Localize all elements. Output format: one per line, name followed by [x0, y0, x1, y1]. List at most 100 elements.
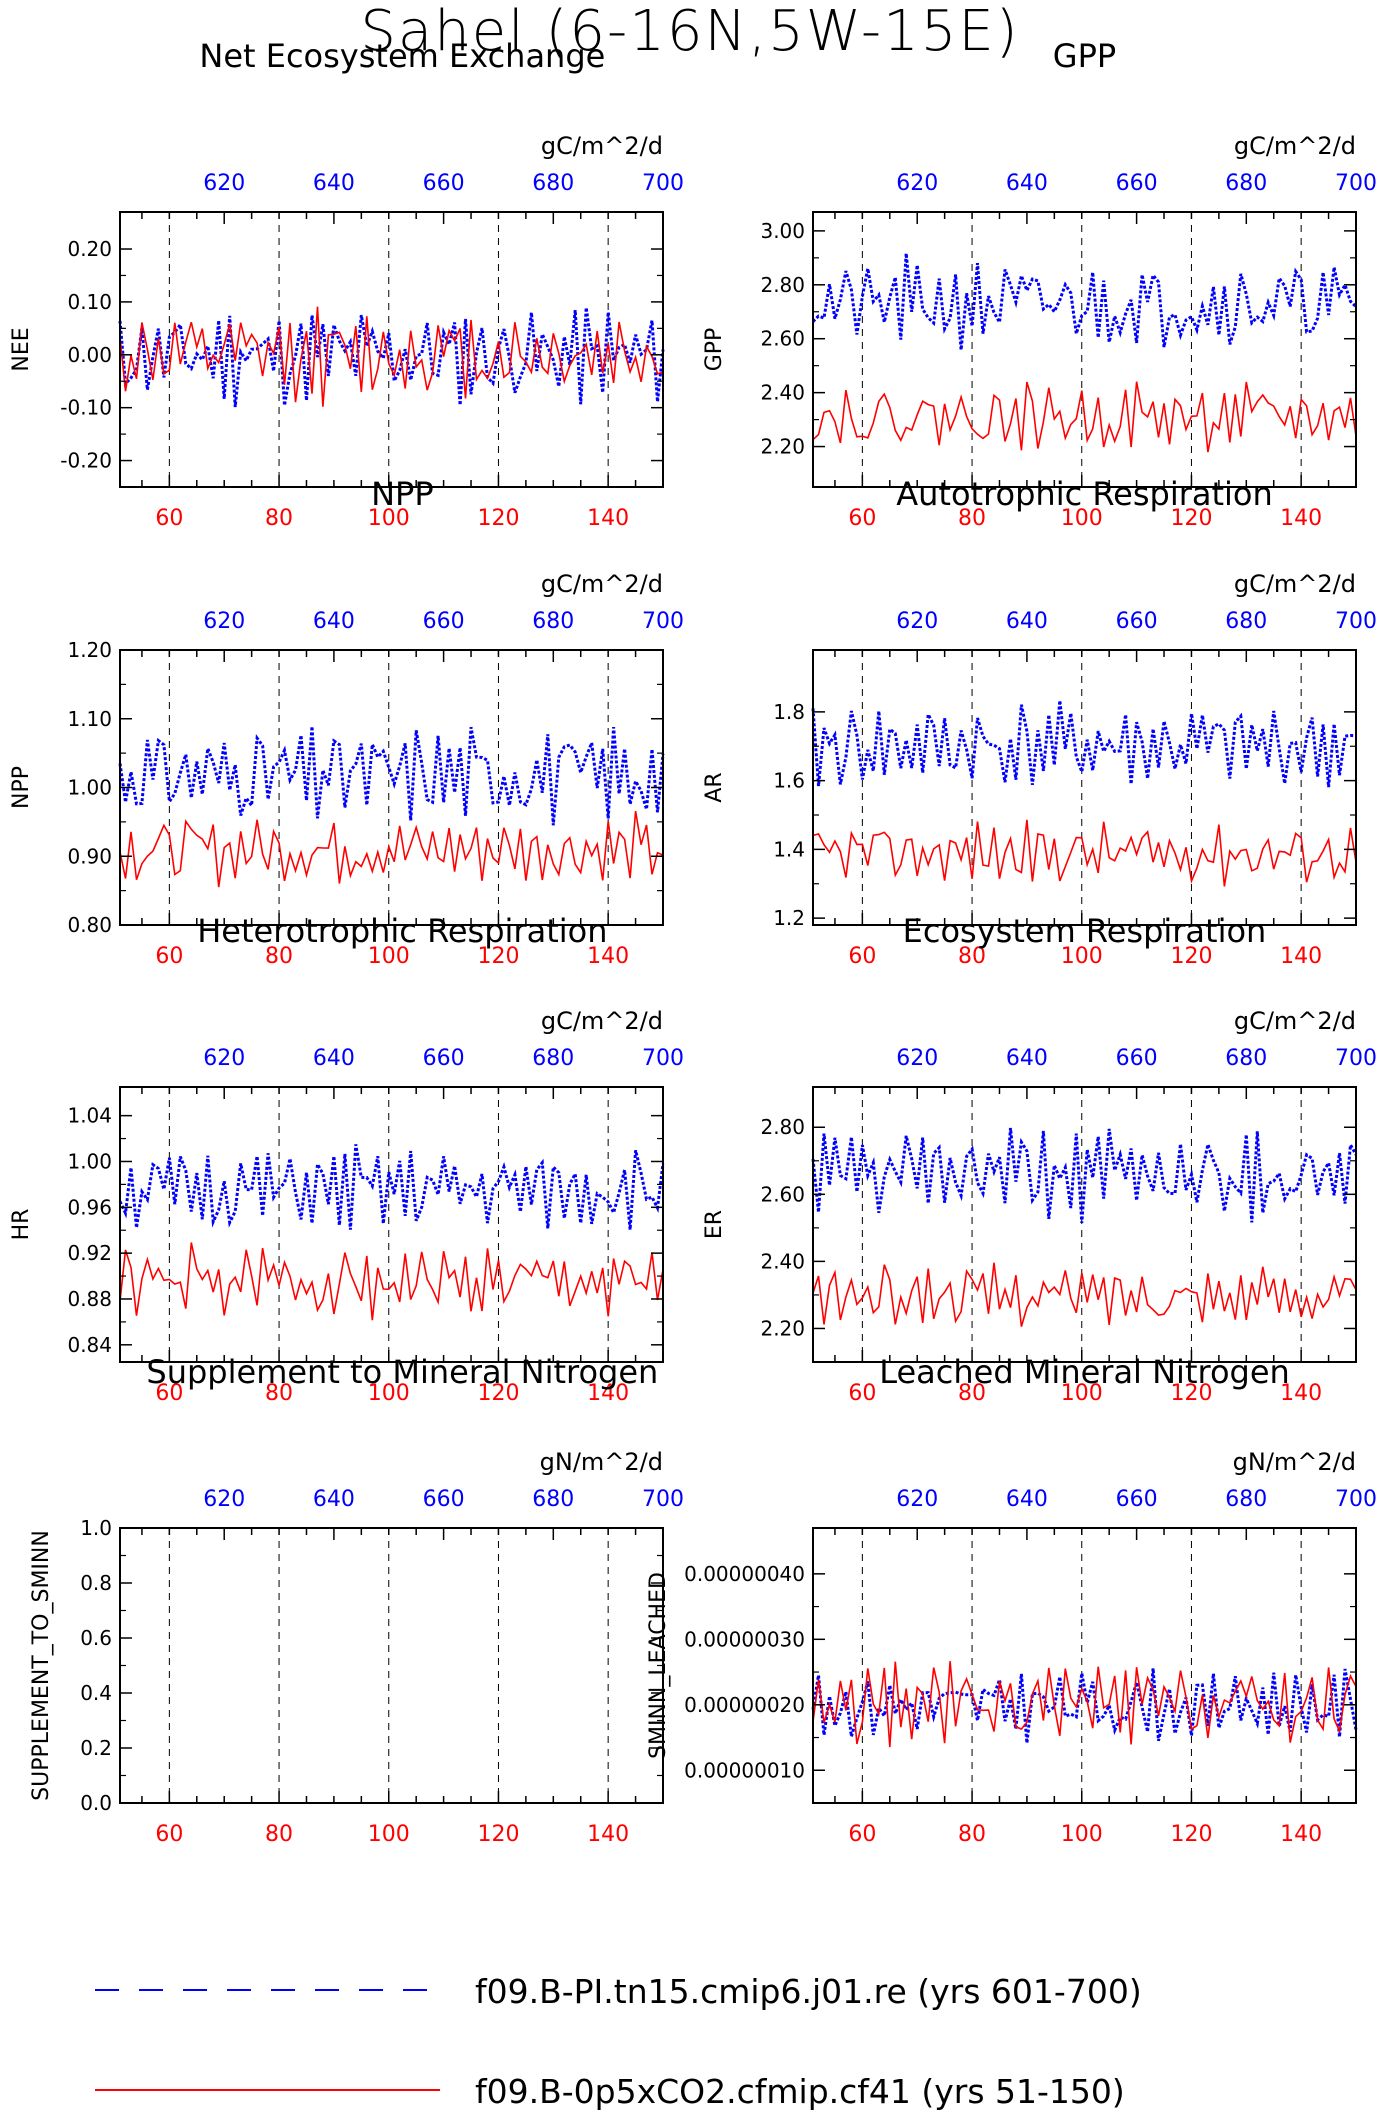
panel-title: Supplement to Mineral Nitrogen [146, 1353, 658, 1391]
plot-frame [812, 211, 1357, 488]
y-tick-label: 1.8 [773, 700, 805, 724]
plot-frame [812, 1086, 1357, 1363]
panel-hr: Heterotrophic Respiration gC/m^2/d 60 80 100… [9, 912, 684, 1406]
x-tick-label-red: 100 [1061, 944, 1103, 969]
x-tick-label-blue: 700 [642, 1487, 684, 1512]
x-tick-label-red: 60 [155, 1381, 183, 1406]
panel-units: gC/m^2/d [1234, 570, 1356, 598]
y-tick-label: 2.40 [760, 381, 805, 405]
y-axis-label: GPP [702, 328, 727, 372]
panel-units: gN/m^2/d [1233, 1448, 1356, 1476]
x-tick-label-blue: 640 [1006, 1487, 1048, 1512]
x-tick-label-blue: 680 [1225, 609, 1267, 634]
panel-supplement_to_sminn: Supplement to Mineral Nitrogen gN/m^2/d 60… [29, 1353, 684, 1847]
x-tick-label-blue: 660 [423, 1046, 465, 1071]
y-axis-label: SUPPLEMENT_TO_SMINN [29, 1530, 54, 1801]
panel-units: gN/m^2/d [540, 1448, 663, 1476]
y-tick-label: 0.00000040 [684, 1562, 805, 1586]
y-tick-label: 0.80 [67, 913, 112, 937]
x-tick-label-red: 120 [1170, 1822, 1212, 1847]
x-tick-label-blue: 660 [1116, 609, 1158, 634]
y-tick-label: 1.20 [67, 638, 112, 662]
x-tick-label-blue: 680 [532, 609, 574, 634]
y-tick-label: 0.2 [80, 1736, 112, 1760]
x-tick-label-red: 120 [1170, 944, 1212, 969]
panel-sminn_leached: Leached Mineral Nitrogen gN/m^2/d 60 80 100 1… [646, 1353, 1377, 1847]
panel-title: Leached Mineral Nitrogen [879, 1353, 1290, 1391]
y-tick-label: 0.88 [67, 1287, 112, 1311]
x-tick-label-red: 60 [155, 1822, 183, 1847]
y-tick-label: 2.20 [760, 1316, 805, 1340]
series-line-red [812, 819, 1357, 887]
y-tick-label: 0.0 [80, 1791, 112, 1815]
plot-frame [812, 1527, 1357, 1804]
x-tick-label-red: 120 [1170, 1381, 1212, 1406]
x-tick-label-red: 100 [368, 506, 410, 531]
y-tick-label: 0.8 [80, 1571, 112, 1595]
panel-ar: Autotrophic Respiration gC/m^2/d 60 80 100 12… [702, 475, 1377, 969]
x-tick-label-blue: 680 [1225, 1487, 1267, 1512]
x-tick-label-red: 60 [848, 1822, 876, 1847]
x-tick-label-red: 80 [958, 1822, 986, 1847]
series-line-blue [118, 1144, 665, 1230]
legend-blue-label: f09.B-PI.tn15.cmip6.j01.re (yrs 601-700) [475, 1972, 1142, 2011]
x-tick-label-blue: 680 [532, 1487, 574, 1512]
x-tick-label-blue: 660 [1116, 1487, 1158, 1512]
x-tick-label-blue: 700 [1335, 1487, 1377, 1512]
panel-title: Net Ecosystem Exchange [199, 37, 605, 75]
x-tick-label-blue: 660 [1116, 1046, 1158, 1071]
x-tick-label-red: 80 [265, 944, 293, 969]
x-tick-label-red: 140 [1280, 1822, 1322, 1847]
y-tick-label: 1.0 [80, 1516, 112, 1540]
x-tick-label-blue: 680 [1225, 171, 1267, 196]
x-tick-label-red: 120 [477, 944, 519, 969]
y-tick-label: 1.04 [67, 1104, 112, 1128]
x-tick-label-blue: 700 [1335, 1046, 1377, 1071]
y-tick-label: -0.10 [60, 396, 112, 420]
x-tick-label-red: 80 [265, 1381, 293, 1406]
legend: f09.B-PI.tn15.cmip6.j01.re (yrs 601-700)… [95, 1972, 1142, 2111]
x-tick-label-blue: 640 [1006, 609, 1048, 634]
panel-er: Ecosystem Respiration gC/m^2/d 60 80 100 120 1… [702, 912, 1377, 1406]
x-tick-label-blue: 620 [203, 1487, 245, 1512]
x-tick-label-blue: 700 [1335, 609, 1377, 634]
panel-nee: Net Ecosystem Exchange gC/m^2/d 60 80 100 120… [9, 37, 684, 531]
x-tick-label-red: 140 [1280, 506, 1322, 531]
y-axis-label: ER [702, 1210, 727, 1239]
x-tick-label-blue: 700 [642, 1046, 684, 1071]
legend-red-label: f09.B-0p5xCO2.cfmip.cf41 (yrs 51-150) [475, 2072, 1125, 2111]
y-axis-label: NPP [9, 766, 34, 809]
x-tick-label-red: 80 [958, 506, 986, 531]
x-tick-label-red: 140 [587, 1822, 629, 1847]
x-tick-label-blue: 640 [1006, 1046, 1048, 1071]
series-line-red [812, 1661, 1357, 1748]
y-tick-label: 0.10 [67, 290, 112, 314]
x-tick-label-red: 80 [958, 1381, 986, 1406]
panel-title: NPP [371, 475, 434, 513]
x-tick-label-red: 140 [1280, 1381, 1322, 1406]
y-tick-label: 0.4 [80, 1681, 112, 1705]
x-tick-label-blue: 620 [896, 171, 938, 196]
y-axis-label: HR [9, 1209, 34, 1241]
x-tick-label-red: 80 [958, 944, 986, 969]
series-line-red [812, 1262, 1357, 1327]
y-tick-label: 0.00000020 [684, 1693, 805, 1717]
y-tick-label: 1.6 [773, 769, 805, 793]
y-tick-label: 0.96 [67, 1195, 112, 1219]
x-tick-label-blue: 620 [896, 609, 938, 634]
y-tick-label: 0.20 [67, 237, 112, 261]
panel-title: Autotrophic Respiration [896, 475, 1273, 513]
x-tick-label-blue: 640 [313, 1487, 355, 1512]
x-tick-label-blue: 680 [532, 1046, 574, 1071]
x-tick-label-red: 140 [587, 1381, 629, 1406]
y-tick-label: 2.40 [760, 1249, 805, 1273]
x-tick-label-blue: 620 [203, 171, 245, 196]
panel-units: gC/m^2/d [1234, 1007, 1356, 1035]
x-tick-label-red: 140 [587, 506, 629, 531]
series-line-red [812, 381, 1357, 453]
x-tick-label-blue: 660 [423, 1487, 465, 1512]
x-tick-label-red: 140 [587, 944, 629, 969]
series-line-red [119, 810, 664, 888]
x-tick-label-red: 120 [477, 506, 519, 531]
